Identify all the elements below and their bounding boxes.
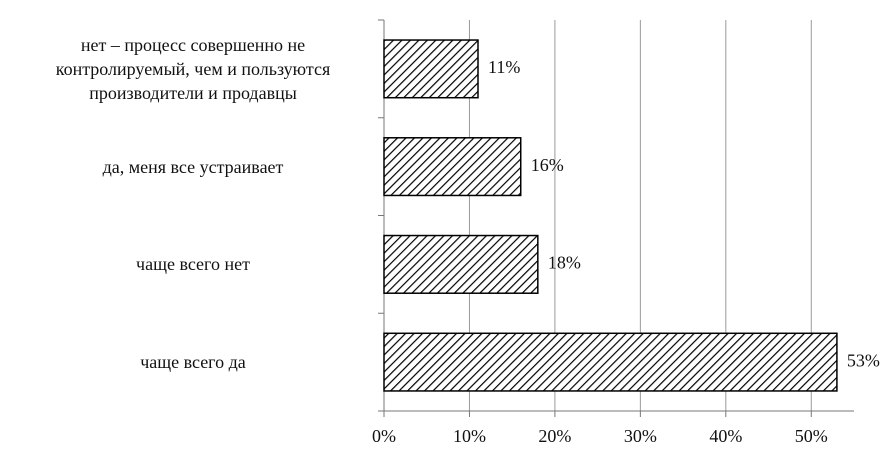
x-tick-label: 30% [624,426,657,446]
y-tick-label: нет – процесс совершенно не контролируем… [55,34,331,103]
bar [383,39,479,99]
bar [383,234,539,294]
bar [383,137,522,197]
y-tick-label: да, меня все устраивает [102,156,284,177]
x-tick-label: 20% [538,426,571,446]
value-label: 11% [488,57,520,77]
x-tick-label: 50% [795,426,828,446]
x-tick-label: 10% [453,426,486,446]
y-tick-label: чаще всего да [140,352,246,373]
value-label: 16% [531,155,564,175]
x-tick-label: 0% [372,426,396,446]
value-label: 18% [548,253,581,273]
value-label: 53% [847,350,880,370]
y-tick-label: чаще всего нет [136,254,250,275]
x-tick-label: 40% [709,426,742,446]
bar [383,332,838,392]
